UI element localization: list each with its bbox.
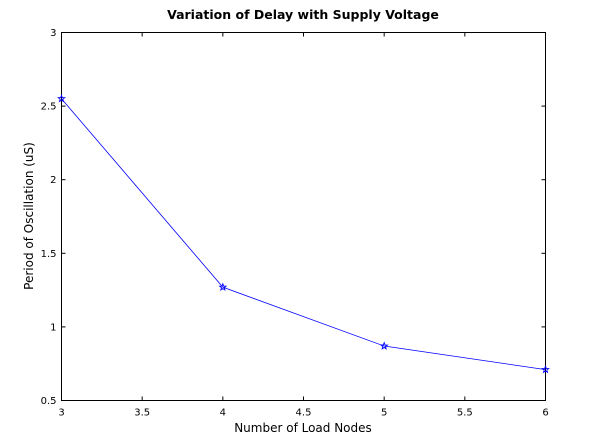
chart-title: Variation of Delay with Supply Voltage	[167, 7, 439, 22]
x-tick-label: 3	[58, 408, 64, 419]
x-axis-ticks: 3 3.5 4 4.5 5 5.5 6	[58, 32, 549, 419]
data-point-star-marker	[379, 341, 389, 350]
x-tick-label: 3.5	[134, 408, 150, 419]
y-tick-label: 2	[50, 175, 56, 186]
data-point-star-marker	[218, 282, 228, 291]
series-layer	[57, 94, 550, 374]
data-point-star-marker	[57, 94, 66, 103]
y-tick-label: 2.5	[41, 102, 57, 113]
y-tick-label: 1	[50, 322, 56, 333]
y-axis-label: Period of Oscillation (uS)	[22, 142, 36, 290]
x-tick-label: 4.5	[296, 408, 312, 419]
y-axis-ticks: 0.5 1 1.5 2 2.5 3	[41, 28, 546, 407]
x-axis-label: Number of Load Nodes	[234, 421, 372, 435]
y-tick-label: 3	[50, 28, 56, 39]
data-point-star-marker	[541, 364, 550, 374]
series-line	[61, 98, 546, 370]
y-tick-label: 0.5	[41, 396, 57, 407]
plot-area	[61, 32, 546, 401]
x-tick-label: 5	[381, 408, 387, 419]
y-tick-label: 1.5	[41, 249, 57, 260]
x-tick-label: 6	[542, 408, 548, 419]
x-tick-label: 4	[220, 408, 226, 419]
x-tick-label: 5.5	[457, 408, 473, 419]
